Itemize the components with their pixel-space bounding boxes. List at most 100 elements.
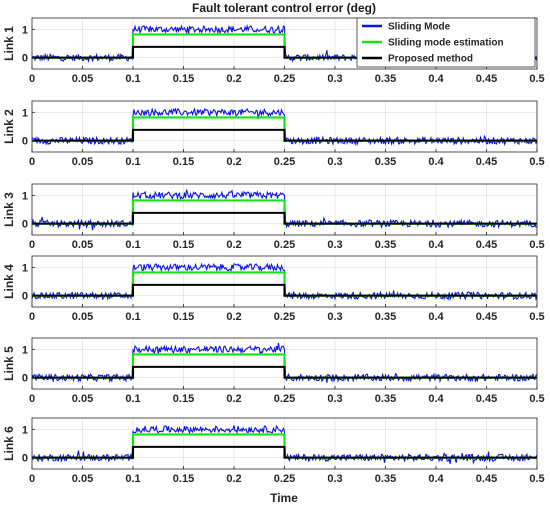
x-tick-label: 0.45	[476, 473, 497, 485]
x-tick-label: 0.3	[327, 473, 342, 485]
x-tick-label: 0.1	[125, 473, 140, 485]
legend-label-sliding-mode-estimation: Sliding mode estimation	[388, 38, 504, 49]
x-tick-label: 0.2	[226, 239, 241, 251]
x-tick-label: 0.1	[125, 73, 140, 85]
legend-box	[356, 17, 536, 68]
x-tick-label: 0.5	[529, 393, 544, 405]
x-tick-label: 0.1	[125, 156, 140, 168]
x-tick-label: 0.45	[476, 311, 497, 323]
x-tick-label: 0.5	[529, 473, 544, 485]
x-tick-label: 0	[29, 393, 35, 405]
x-tick-label: 0.2	[226, 311, 241, 323]
x-axis-label: Time	[270, 491, 298, 505]
x-tick-label: 0.15	[173, 393, 194, 405]
x-tick-label: 0.2	[226, 473, 241, 485]
x-tick-label: 0.5	[529, 156, 544, 168]
subplot-link-5: 0 0.05 0.1 0.15 0.2 0.25 0.3 0.35 0.4 0.45 0.5 0 1 Li…	[2, 337, 545, 405]
x-tick-label: 0.45	[476, 156, 497, 168]
subplot-link-6: 0 0.05 0.1 0.15 0.2 0.25 0.3 0.35 0.4 0.45 0.5 0 1 Li…	[2, 417, 545, 485]
y-tick-label: 1	[22, 190, 28, 202]
x-tick-label: 0.35	[375, 311, 396, 323]
x-tick-label: 0	[29, 473, 35, 485]
x-tick-label: 0.3	[327, 156, 342, 168]
x-tick-label: 0.15	[173, 473, 194, 485]
x-tick-label: 0.4	[428, 239, 444, 251]
y-tick-label: 1	[22, 262, 28, 274]
x-tick-label: 0.15	[173, 311, 194, 323]
series-proposed-method	[32, 211, 537, 225]
x-tick-label: 0.4	[428, 156, 444, 168]
y-tick-label: 0	[22, 136, 28, 148]
x-tick-label: 0.5	[529, 311, 544, 323]
x-tick-label: 0.25	[274, 311, 295, 323]
y-tick-label: 0	[22, 291, 28, 303]
y-tick-label: 0	[22, 219, 28, 231]
x-tick-label: 0.45	[476, 393, 497, 405]
series-sliding-mode	[31, 189, 538, 231]
x-tick-label: 0.2	[226, 73, 241, 85]
series-proposed-method	[32, 45, 537, 59]
y-tick-label: 1	[22, 344, 28, 356]
series-sliding-mode	[31, 424, 538, 465]
legend: Sliding Mode Sliding mode estimation Pro…	[356, 17, 536, 68]
x-tick-label: 0.1	[125, 311, 140, 323]
x-tick-label: 0.4	[428, 393, 444, 405]
x-tick-label: 0.1	[125, 239, 140, 251]
chart-title: Fault tolerant control error (deg)	[192, 1, 376, 15]
x-tick-label: 0.35	[375, 73, 396, 85]
y-axis-label: Link 2	[2, 109, 16, 144]
x-tick-label: 0.15	[173, 73, 194, 85]
y-axis-label: Link 6	[2, 426, 16, 461]
x-tick-label: 0.35	[375, 239, 396, 251]
subplots: 0 0.05 0.1 0.15 0.2 0.25 0.3 0.35 0.4 0.45 0.501Li…	[2, 17, 545, 485]
x-tick-label: 0.5	[529, 239, 544, 251]
x-tick-label: 0.05	[72, 239, 93, 251]
series-proposed-method	[32, 128, 537, 142]
x-tick-label: 0.3	[327, 239, 342, 251]
x-tick-label: 0.05	[72, 73, 93, 85]
y-tick-label: 0	[22, 453, 28, 465]
x-tick-label: 0	[29, 156, 35, 168]
x-tick-label: 0	[29, 311, 35, 323]
y-axis-label: Link 5	[2, 346, 16, 381]
x-tick-label: 0.15	[173, 239, 194, 251]
x-tick-label: 0.4	[428, 73, 444, 85]
x-tick-label: 0.05	[72, 156, 93, 168]
x-tick-label: 0	[29, 239, 35, 251]
x-tick-label: 0.25	[274, 73, 295, 85]
x-tick-label: 0.15	[173, 156, 194, 168]
subplot-link-3: 0 0.05 0.1 0.15 0.2 0.25 0.3 0.35 0.4 0.45 0.5 0 1 Li…	[2, 183, 545, 251]
x-tick-label: 0.3	[327, 311, 342, 323]
x-tick-label: 0.25	[274, 473, 295, 485]
x-tick-label: 0.3	[327, 393, 342, 405]
x-tick-label: 0.1	[125, 393, 140, 405]
x-tick-label: 0.5	[529, 73, 544, 85]
x-tick-label: 0.35	[375, 473, 396, 485]
x-tick-label: 0.2	[226, 156, 241, 168]
x-tick-label: 0.35	[375, 393, 396, 405]
x-tick-label: 0	[29, 73, 35, 85]
x-tick-label: 0.25	[274, 393, 295, 405]
x-tick-label: 0.3	[327, 73, 342, 85]
series-sliding-mode	[31, 107, 538, 147]
x-tick-label: 0.05	[72, 311, 93, 323]
y-tick-label: 0	[22, 53, 28, 65]
subplot-link-2: 0 0.05 0.1 0.15 0.2 0.25 0.3 0.35 0.4 0.45 0.5 0 1 Li…	[2, 100, 545, 168]
series-proposed-method	[32, 365, 537, 379]
series-proposed-method	[32, 283, 537, 297]
x-tick-label: 0.35	[375, 156, 396, 168]
y-axis-label: Link 1	[2, 26, 16, 61]
subplot-link-4: 0 0.05 0.1 0.15 0.2 0.25 0.3 0.35 0.4 0.45 0.5 0 1 Li…	[2, 255, 545, 323]
x-tick-label: 0.4	[428, 311, 444, 323]
x-tick-label: 0.2	[226, 393, 241, 405]
x-tick-label: 0.45	[476, 73, 497, 85]
y-axis-label: Link 3	[2, 192, 16, 227]
x-tick-label: 0.45	[476, 239, 497, 251]
y-tick-label: 0	[22, 373, 28, 385]
x-tick-label: 0.05	[72, 393, 93, 405]
series-proposed-method	[32, 445, 537, 459]
legend-label-proposed-method: Proposed method	[388, 54, 473, 65]
x-tick-label: 0.4	[428, 473, 444, 485]
y-tick-label: 1	[22, 24, 28, 36]
